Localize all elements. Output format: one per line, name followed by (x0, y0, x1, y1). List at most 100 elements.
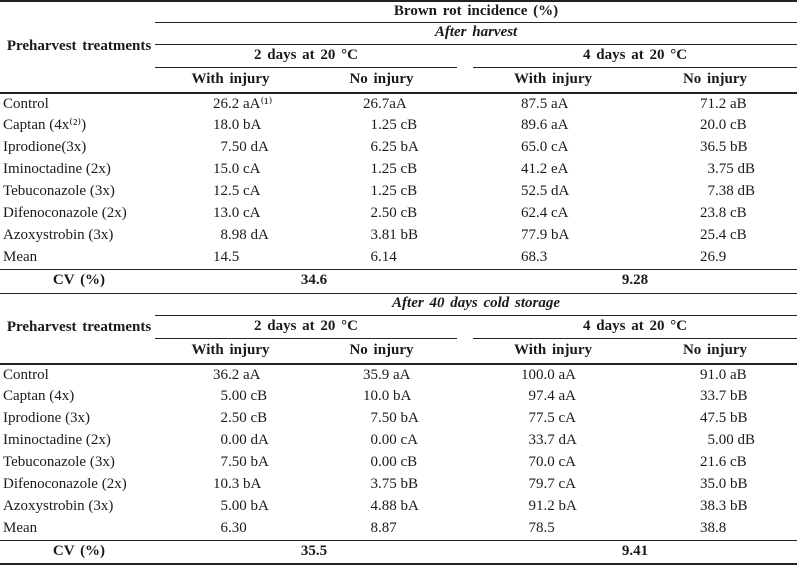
cv-value-4days: 9.28 (473, 268, 798, 294)
value-4d-with-injury: 97.4 aA (521, 388, 577, 405)
value-4d-with-injury: 87.5 aA (521, 95, 569, 112)
column-gap (457, 181, 473, 203)
value-2d-no-injury: 0.00 cB (363, 454, 418, 471)
value-2d-no-injury: 26.7aA (363, 95, 407, 112)
value-2d-with-injury: 8.98 dA (213, 227, 269, 244)
value-2d-no-injury: 1.25 cB (363, 117, 418, 134)
column-gap (457, 67, 473, 94)
value-2d-with-injury: 26.2 aA⁽¹⁾ (213, 95, 273, 112)
value-2d-with-injury: 7.50 dA (213, 139, 269, 156)
treatment-label: Control (3, 366, 49, 383)
table-row: Iminoctadine (2x) 15.0 cA 1.25 cB 41.2 e… (0, 159, 797, 181)
column-gap (457, 247, 473, 269)
header-row-subtitle: Preharvest treatments After 40 days cold… (0, 293, 798, 365)
cv-row: CV (%) 34.6 9.28 (0, 268, 798, 294)
table-row: Iprodione(3x) 7.50 dA 6.25 bA 65.0 cA 36… (0, 137, 797, 159)
value-4d-with-injury: 91.2 bA (521, 498, 577, 515)
value-4d-no-injury: 91.0 aB (700, 366, 747, 383)
value-4d-with-injury: 89.6 aA (521, 117, 569, 134)
mean-row: Mean 14.5 6.14 68.3 26.9 (0, 247, 797, 269)
column-gap (457, 386, 473, 408)
value-4d-with-injury: 65.0 cA (521, 139, 569, 156)
treatment-label: Azoxystrobin (3x) (3, 227, 114, 244)
value-4d-with-injury: 33.7 dA (521, 432, 577, 449)
value-2d-no-injury: 10.0 bA (363, 388, 412, 405)
column-gap (457, 452, 473, 474)
cv-value-2days: 35.5 (155, 539, 473, 564)
value-2d-with-injury: 10.3 bA (213, 476, 262, 493)
table-row: Azoxystrobin (3x) 8.98 dA 3.81 bB 77.9 b… (0, 225, 797, 247)
column-gap (457, 338, 473, 365)
value-2d-no-injury: 8.87 (363, 519, 397, 536)
table-row: Control 26.2 aA⁽¹⁾ 26.7aA 87.5 aA 71.2 a… (0, 93, 797, 115)
value-2d-no-injury: 2.50 cB (363, 205, 418, 222)
treatment-label: Captan (4x) (3, 388, 75, 405)
table-row: Captan (4x⁽²⁾) 18.0 bA 1.25 cB 89.6 aA 2… (0, 115, 797, 137)
column-gap (457, 44, 473, 67)
column-header-with-injury: With injury (473, 338, 633, 365)
value-2d-no-injury: 1.25 cB (363, 161, 418, 178)
column-header-no-injury: No injury (306, 67, 457, 94)
value-4d-no-injury: 25.4 cB (700, 227, 747, 244)
column-header-no-injury: No injury (633, 67, 798, 94)
table-row: Difenoconazole (2x) 10.3 bA 3.75 bB 79.7… (0, 474, 797, 496)
value-4d-with-injury: 78.5 (521, 519, 555, 536)
value-4d-no-injury: 36.5 bB (700, 139, 748, 156)
row-group-header: Preharvest treatments (0, 1, 155, 94)
group-header-2days: 2 days at 20 °C (155, 315, 457, 339)
value-4d-no-injury: 26.9 (700, 248, 727, 265)
treatment-label: Iminoctadine (2x) (3, 432, 111, 449)
header-row-injury: With injury No injury With injury No inj… (0, 338, 798, 365)
value-2d-with-injury: 0.00 dA (213, 432, 269, 449)
column-gap (457, 474, 473, 496)
header-row-day-groups: 2 days at 20 °C 4 days at 20 °C (0, 315, 798, 339)
column-gap (457, 115, 473, 137)
value-2d-no-injury: 6.14 (363, 248, 397, 265)
cv-value-4days: 9.41 (473, 539, 798, 564)
value-4d-with-injury: 62.4 cA (521, 205, 569, 222)
treatment-label: Tebuconazole (3x) (3, 183, 115, 200)
row-group-header: Preharvest treatments (0, 293, 155, 365)
column-gap (457, 137, 473, 159)
mean-row: Mean 6.30 8.87 78.5 38.8 (0, 518, 797, 540)
column-header-with-injury: With injury (155, 338, 306, 365)
treatment-label: Iprodione (3x) (3, 410, 91, 427)
treatment-label: Mean (3, 248, 38, 265)
value-4d-with-injury: 68.3 (521, 248, 548, 265)
column-header-with-injury: With injury (155, 67, 306, 94)
header-row-title: Preharvest treatments Brown rot incidenc… (0, 1, 798, 94)
value-2d-with-injury: 5.00 cB (213, 388, 268, 405)
treatment-label: Mean (3, 519, 38, 536)
value-2d-no-injury: 7.50 bA (363, 410, 419, 427)
value-4d-with-injury: 70.0 cA (521, 454, 577, 471)
value-2d-with-injury: 15.0 cA (213, 161, 261, 178)
value-2d-no-injury: 3.81 bB (363, 227, 419, 244)
table-row: Tebuconazole (3x) 7.50 bA 0.00 cB 70.0 c… (0, 452, 797, 474)
section-subtitle: After 40 days cold storage (155, 293, 798, 316)
column-gap (457, 93, 473, 115)
value-2d-with-injury: 7.50 bA (213, 454, 269, 471)
column-gap (457, 364, 473, 386)
treatment-label: Tebuconazole (3x) (3, 454, 115, 471)
header-row-subtitle: After harvest (0, 22, 798, 45)
table-row: Tebuconazole (3x) 12.5 cA 1.25 cB 52.5 d… (0, 181, 797, 203)
column-gap (457, 203, 473, 225)
value-4d-no-injury: 38.8 (700, 519, 727, 536)
value-2d-no-injury: 1.25 cB (363, 183, 418, 200)
value-4d-with-injury: 77.5 cA (521, 410, 577, 427)
column-gap (457, 430, 473, 452)
value-2d-with-injury: 14.5 (213, 248, 240, 265)
treatment-label: Iprodione(3x) (3, 139, 87, 156)
cv-row: CV (%) 35.5 9.41 (0, 539, 798, 564)
value-2d-no-injury: 4.88 bA (363, 498, 419, 515)
header-row-day-groups: 2 days at 20 °C 4 days at 20 °C (0, 44, 798, 68)
value-4d-no-injury: 20.0 cB (700, 117, 747, 134)
table-row: Iprodione (3x) 2.50 cB 7.50 bA 77.5 cA 4… (0, 408, 797, 430)
column-header-no-injury: No injury (306, 338, 457, 365)
column-gap (457, 315, 473, 338)
table-row: Difenoconazole (2x) 13.0 cA 2.50 cB 62.4… (0, 203, 797, 225)
treatment-label: Captan (4x⁽²⁾) (3, 117, 87, 134)
value-2d-no-injury: 3.75 bB (363, 476, 419, 493)
treatment-label: Iminoctadine (2x) (3, 161, 111, 178)
